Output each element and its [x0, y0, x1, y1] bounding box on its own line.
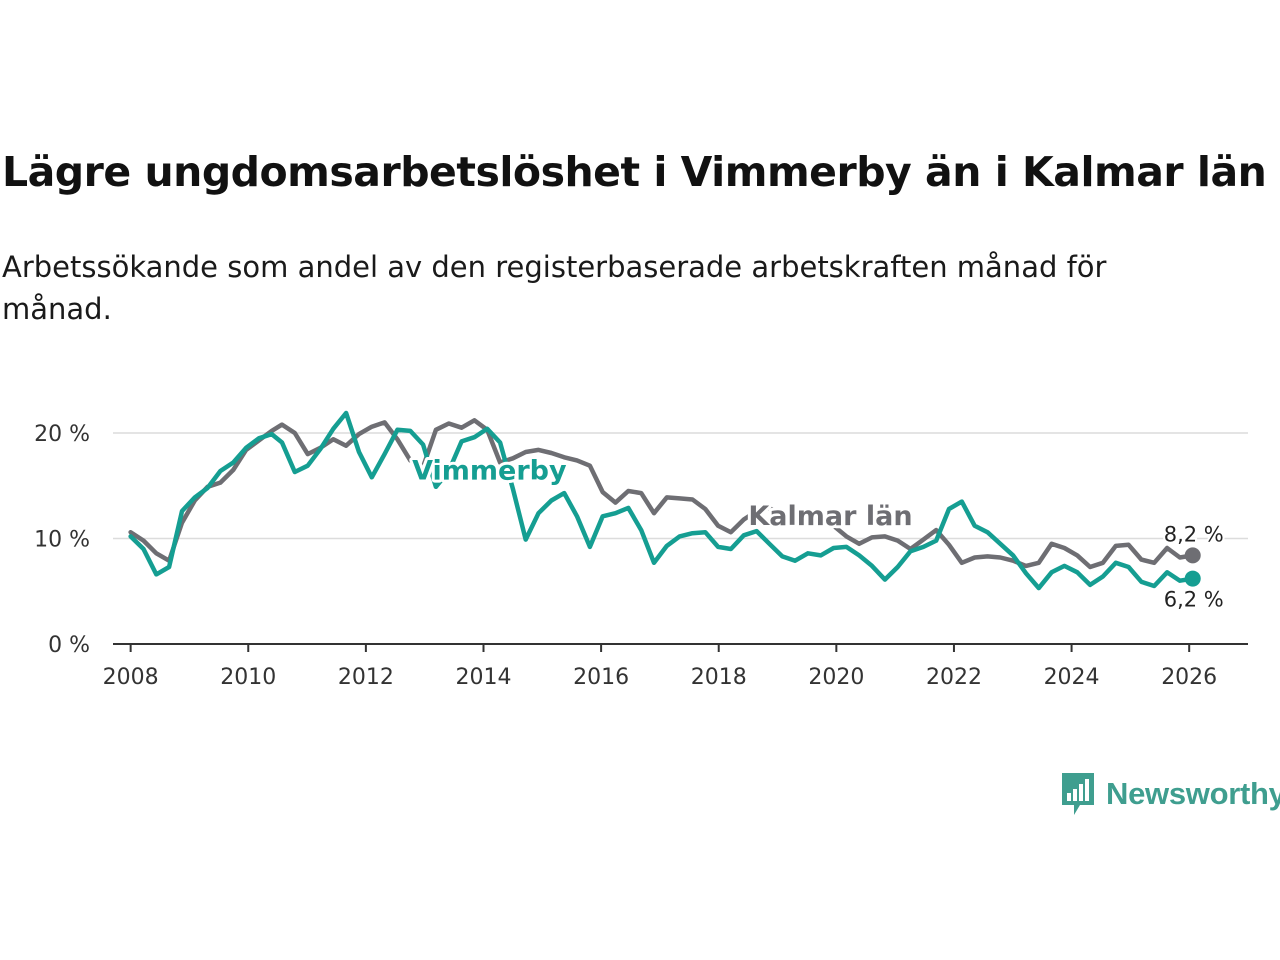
x-tick-label: 2024	[1044, 665, 1100, 690]
x-tick-label: 2008	[103, 665, 159, 690]
x-tick-label: 2016	[573, 665, 629, 690]
x-tick-label: 2014	[455, 665, 511, 690]
end-value-label-kalmar-l-n: 8,2 %	[1164, 522, 1224, 546]
series-labels: Kalmar län 8,2 % Vimmerby 6,2 %	[409, 452, 1226, 613]
y-tick-label: 10 %	[34, 528, 90, 553]
series-end-dot-vimmerby	[1184, 570, 1201, 587]
newsworthy-logo-icon	[1062, 773, 1094, 815]
y-tick-label: 0 %	[48, 633, 90, 658]
x-tick-label: 2010	[220, 665, 276, 690]
series-end-dot-kalmar-l-n	[1184, 547, 1201, 564]
x-tick-label: 2020	[808, 665, 864, 690]
series-line-kalmar-l-n	[128, 418, 1195, 570]
chart-subtitle: Arbetssökande som andel av den registerb…	[2, 250, 1107, 326]
end-value-label-vimmerby: 6,2 %	[1164, 588, 1224, 612]
chart-title: Lägre ungdomsarbetslöshet i Vimmerby än …	[2, 148, 1267, 196]
series-group	[128, 410, 1201, 591]
x-tick-label: 2026	[1161, 665, 1217, 690]
series-name-label-vimmerby: Vimmerby	[412, 455, 567, 486]
x-axis: 2008 2010 2012 2014 2016 2018 2020 2022 2024 2026	[103, 643, 1248, 690]
series-line-vimmerby	[128, 410, 1195, 591]
series-name-label-kalmar-l-n: Kalmar län	[748, 501, 912, 532]
brand-logo: Newsworthy	[1060, 770, 1280, 818]
x-tick-label: 2022	[926, 665, 982, 690]
x-tick-label: 2012	[338, 665, 394, 690]
brand-name: Newsworthy	[1106, 776, 1280, 811]
x-tick-label: 2018	[691, 665, 747, 690]
y-axis: 0 % 10 % 20 %	[34, 422, 90, 658]
y-tick-label: 20 %	[34, 422, 90, 447]
